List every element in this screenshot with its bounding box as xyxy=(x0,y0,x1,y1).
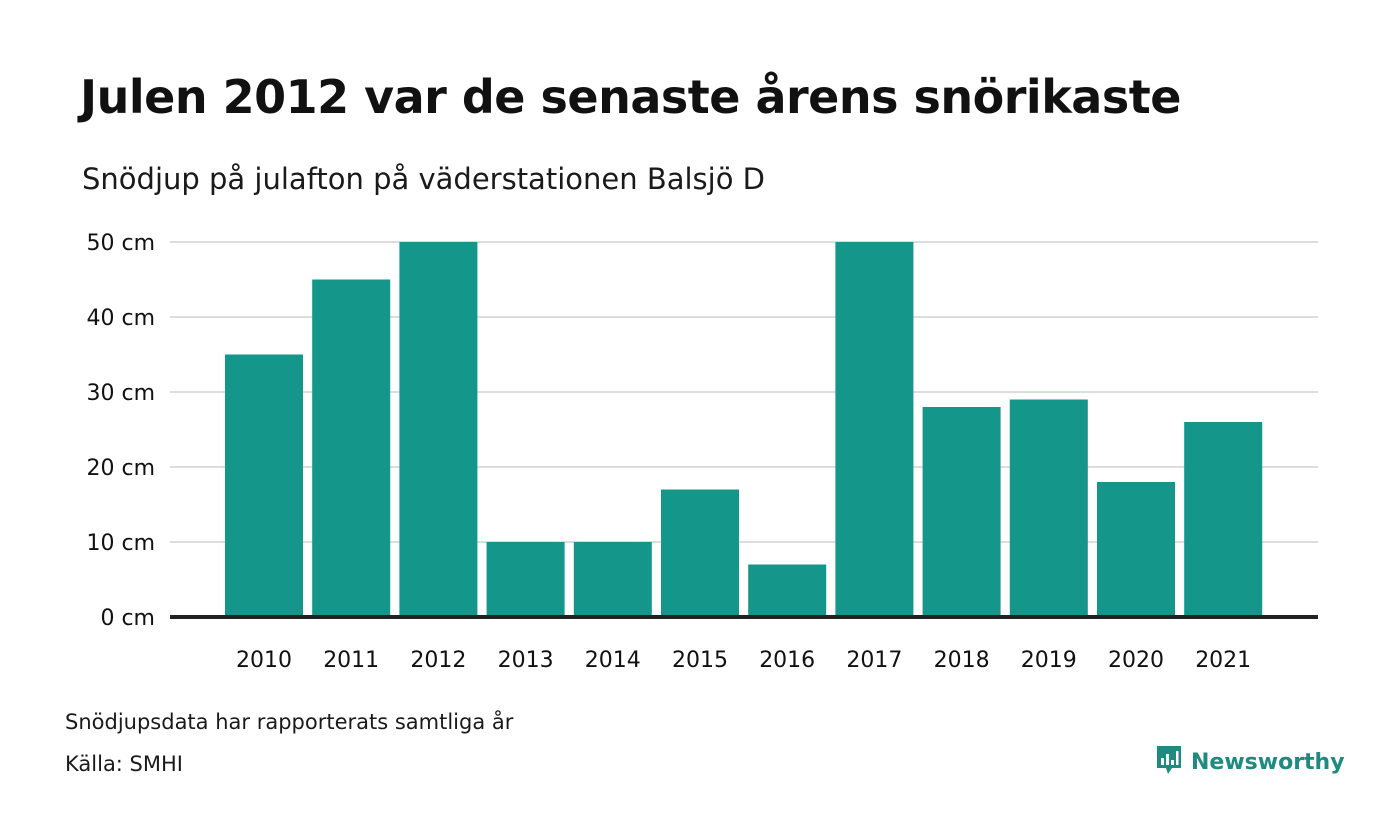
source-label: Källa: SMHI xyxy=(65,752,183,776)
footnote: Snödjupsdata har rapporterats samtliga å… xyxy=(65,710,514,734)
x-tick-labels: 2010 2011 2012 2013 2014 2015 2016 2017 2018 2019… xyxy=(236,648,1251,673)
chart-title: Julen 2012 var de senaste årens snörikas… xyxy=(80,70,1181,124)
x-tick-label: 2010 xyxy=(236,648,292,673)
bar-2017 xyxy=(835,242,914,617)
x-tick-label: 2012 xyxy=(410,648,466,673)
y-tick-label: 40 cm xyxy=(86,306,155,331)
x-tick-label: 2015 xyxy=(672,648,728,673)
bar-2019 xyxy=(1009,399,1088,617)
x-tick-label: 2013 xyxy=(498,648,554,673)
bar-2020 xyxy=(1097,482,1175,617)
y-tick-label: 30 cm xyxy=(86,381,155,406)
bar-2016 xyxy=(748,564,827,617)
bar-2013 xyxy=(486,542,565,617)
bars xyxy=(225,242,1263,617)
bar-2018 xyxy=(922,407,1001,617)
bar-chart-speech-bubble-icon xyxy=(1155,744,1183,780)
chart-subtitle: Snödjup på julafton på väderstationen Ba… xyxy=(82,162,766,196)
bar-2015 xyxy=(661,489,739,617)
x-tick-label: 2011 xyxy=(323,648,379,673)
bar-2014 xyxy=(573,542,652,617)
y-tick-label: 50 cm xyxy=(86,231,155,256)
y-tick-label: 10 cm xyxy=(86,531,155,556)
brand-name: Newsworthy xyxy=(1191,749,1345,775)
x-tick-label: 2014 xyxy=(585,648,641,673)
y-tick-label: 0 cm xyxy=(100,606,155,631)
brand-logo: Newsworthy xyxy=(1155,744,1345,780)
bar-2021 xyxy=(1184,422,1263,617)
bar-2012 xyxy=(399,242,478,617)
x-tick-label: 2020 xyxy=(1108,648,1164,673)
bar-2011 xyxy=(312,279,391,617)
x-tick-label: 2016 xyxy=(759,648,815,673)
y-tick-labels: 0 cm 10 cm 20 cm 30 cm 40 cm 50 cm xyxy=(86,231,155,631)
bar-2010 xyxy=(225,354,303,617)
x-tick-label: 2019 xyxy=(1021,648,1077,673)
x-tick-label: 2021 xyxy=(1195,648,1251,673)
y-tick-label: 20 cm xyxy=(86,456,155,481)
x-tick-label: 2017 xyxy=(846,648,902,673)
x-tick-label: 2018 xyxy=(934,648,990,673)
